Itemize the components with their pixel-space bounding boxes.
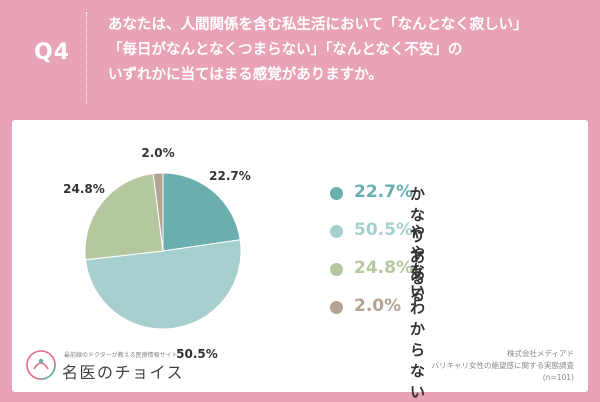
legend-value: 24.8%: [354, 258, 413, 278]
question-line: 「毎日がなんとなくつまらない」「なんとなく不安」の: [108, 42, 463, 58]
slice-nai-label: 24.8%: [63, 182, 105, 196]
question-line: あなたは、人間関係を含む私生活において「なんとなく寂しい」: [108, 17, 528, 33]
header-divider: [86, 12, 87, 104]
question-number: Q4: [34, 40, 71, 65]
slice-nai: [84, 173, 164, 261]
source-note: 株式会社メディアド バリキャリ女性の絶望感に関する実態調査 (n=101): [432, 348, 575, 384]
legend-value: 2.0%: [354, 296, 402, 316]
legend-swatch: [330, 301, 343, 314]
source-company: 株式会社メディアド: [507, 349, 574, 358]
legend-label: かなりある: [410, 185, 426, 287]
header: Q4 あなたは、人間関係を含む私生活において「なんとなく寂しい」 「毎日がなんと…: [0, 0, 600, 118]
source-sample-size: (n=101): [542, 373, 574, 382]
slice-wakaranai-label: 2.0%: [141, 146, 174, 160]
legend-swatch: [330, 263, 343, 276]
legend-swatch: [330, 225, 343, 238]
logo-text: 名医のチョイス: [62, 363, 185, 382]
doctor-choice-logo-icon: [26, 350, 56, 380]
legend-swatch: [330, 187, 343, 200]
legend-label: ややある: [410, 223, 426, 304]
chart-card: 22.7% 50.5% 24.8% 2.0% 22.7% かなりある 50.5% やや…: [12, 120, 588, 401]
slice-kanari-label: 22.7%: [209, 169, 251, 183]
slice-yaya-label: 50.5%: [176, 347, 218, 361]
site-logo: 最前線のドクターが教える医療情報サイト 名医のチョイス: [24, 342, 194, 388]
legend-value: 22.7%: [354, 182, 413, 202]
slice-yaya: [84, 239, 242, 330]
pie-chart: 22.7% 50.5% 24.8% 2.0%: [63, 146, 251, 361]
legend-value: 50.5%: [354, 220, 413, 240]
question-line: いずれかに当てはまる感覚がありますか。: [108, 67, 383, 83]
slice-wakaranai: [152, 172, 164, 252]
logo-tagline: 最前線のドクターが教える医療情報サイト: [64, 352, 178, 359]
legend-label: ない: [410, 261, 426, 300]
slice-kanari: [162, 172, 241, 252]
legend-label: わからない: [410, 299, 426, 401]
source-survey: バリキャリ女性の絶望感に関する実態調査: [431, 361, 575, 370]
question-text: あなたは、人間関係を含む私生活において「なんとなく寂しい」 「毎日がなんとなくつ…: [108, 13, 578, 88]
